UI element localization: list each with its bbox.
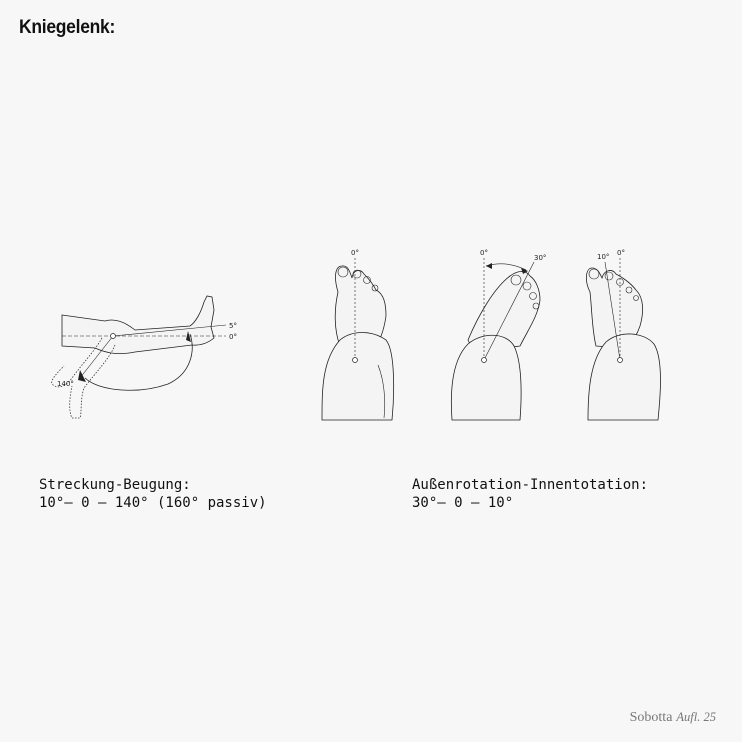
- internal-10-label: 10°: [597, 253, 609, 261]
- external-zero-label: 0°: [480, 249, 488, 257]
- neutral-zero-label: 0°: [351, 249, 359, 257]
- internal-zero-label: 0°: [617, 249, 625, 257]
- rotation-caption-values: 30°– 0 – 10°: [412, 495, 514, 511]
- flexion-caption-heading: Streckung-Beugung:: [39, 477, 191, 493]
- rotation-caption: Außenrotation-Innentotation: 30°– 0 – 10…: [412, 476, 648, 512]
- external-30-label: 30°: [534, 254, 546, 262]
- flexion-caption-values: 10°– 0 – 140° (160° passiv): [39, 495, 267, 511]
- edition-label: Aufl. 25: [676, 710, 716, 724]
- publisher-name: Sobotta: [629, 710, 673, 725]
- angle-label-140: 140°: [57, 380, 74, 388]
- rotation-caption-heading: Außenrotation-Innentotation:: [412, 477, 649, 493]
- angle-label-5: 5°: [229, 322, 237, 330]
- page-title: Kniegelenk:: [19, 17, 116, 38]
- flexion-caption: Streckung-Beugung: 10°– 0 – 140° (160° p…: [39, 476, 267, 512]
- publisher-credit: Sobotta Aufl. 25: [630, 710, 716, 726]
- angle-label-0: 0°: [229, 333, 237, 341]
